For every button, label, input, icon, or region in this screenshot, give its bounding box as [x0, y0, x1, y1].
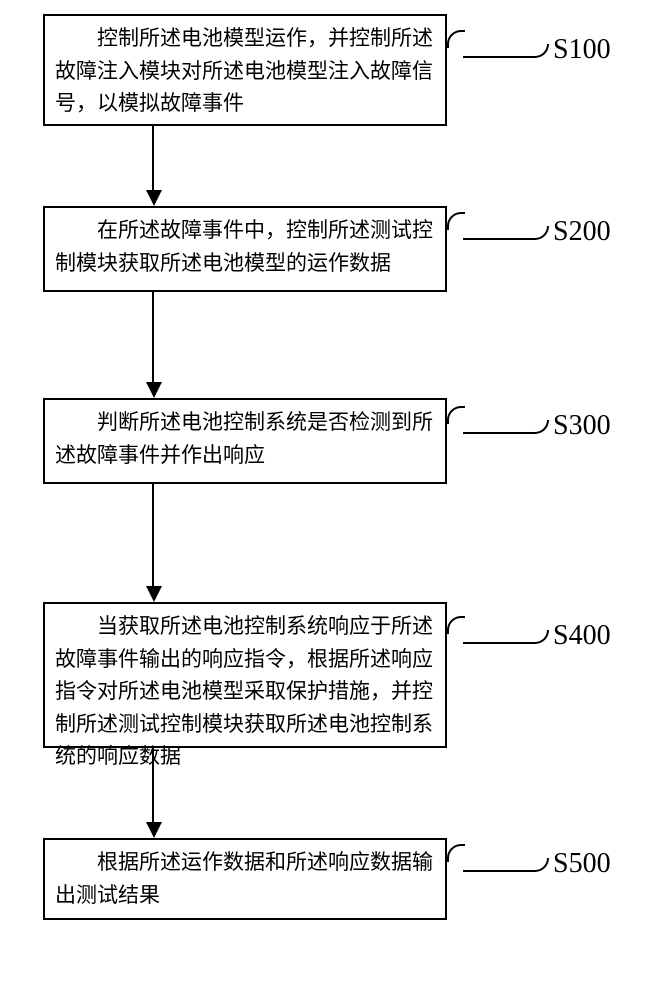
edge-s200-s300: [152, 292, 154, 382]
step-s100-label: S100: [553, 34, 611, 66]
edge-s400-s500: [152, 748, 154, 822]
step-s100-text: 控制所述电池模型运作，并控制所述故障注入模块对所述电池模型注入故障信号，以模拟故…: [55, 26, 433, 115]
step-s500-label: S500: [553, 848, 611, 880]
step-s400-connector: [463, 630, 549, 644]
step-s200-connector: [463, 226, 549, 240]
step-s200-label: S200: [553, 216, 611, 248]
edge-s300-s400-head: [146, 586, 162, 602]
step-s300-label: S300: [553, 410, 611, 442]
step-s400-label: S400: [553, 620, 611, 652]
step-s100-box: 控制所述电池模型运作，并控制所述故障注入模块对所述电池模型注入故障信号，以模拟故…: [43, 14, 447, 126]
step-s300-text: 判断所述电池控制系统是否检测到所述故障事件并作出响应: [55, 410, 433, 467]
step-s200-box: 在所述故障事件中，控制所述测试控制模块获取所述电池模型的运作数据: [43, 206, 447, 292]
edge-s300-s400: [152, 484, 154, 586]
edge-s200-s300-head: [146, 382, 162, 398]
step-s400-text: 当获取所述电池控制系统响应于所述故障事件输出的响应指令，根据所述响应指令对所述电…: [55, 614, 433, 768]
step-s500-connector: [463, 858, 549, 872]
step-s200-text: 在所述故障事件中，控制所述测试控制模块获取所述电池模型的运作数据: [55, 218, 433, 275]
step-s400-box: 当获取所述电池控制系统响应于所述故障事件输出的响应指令，根据所述响应指令对所述电…: [43, 602, 447, 748]
step-s500-box: 根据所述运作数据和所述响应数据输出测试结果: [43, 838, 447, 920]
step-s100-connector: [463, 44, 549, 58]
edge-s100-s200: [152, 126, 154, 190]
step-s300-connector: [463, 420, 549, 434]
edge-s100-s200-head: [146, 190, 162, 206]
edge-s400-s500-head: [146, 822, 162, 838]
step-s500-text: 根据所述运作数据和所述响应数据输出测试结果: [55, 850, 433, 907]
flowchart-canvas: 控制所述电池模型运作，并控制所述故障注入模块对所述电池模型注入故障信号，以模拟故…: [0, 0, 647, 1000]
step-s300-box: 判断所述电池控制系统是否检测到所述故障事件并作出响应: [43, 398, 447, 484]
